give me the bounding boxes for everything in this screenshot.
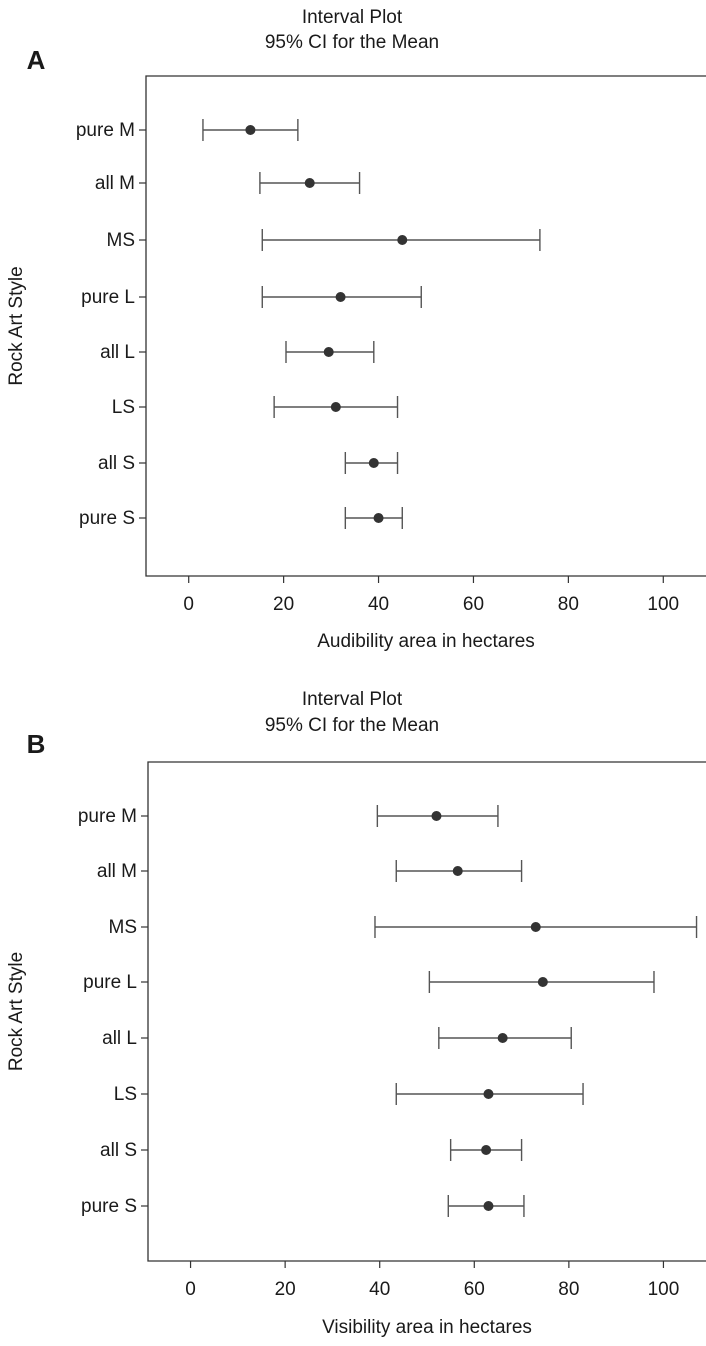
panel-a: Interval Plot 95% CI for the Mean A 0 20 40 60…: [6, 7, 706, 652]
panel-b: Interval Plot 95% CI for the Mean B 0 20 40 60…: [6, 689, 706, 1338]
x-tick-label: 80: [558, 594, 579, 615]
y-tick-label: all S: [100, 1140, 137, 1161]
y-tick-label: all S: [98, 453, 135, 474]
x-axis-label: Visibility area in hectares: [322, 1317, 532, 1338]
y-tick-label: MS: [107, 230, 136, 251]
mean-point: [245, 125, 256, 135]
mean-point: [431, 811, 442, 821]
y-tick-label: pure M: [78, 806, 137, 827]
mean-point: [373, 513, 384, 523]
mean-point: [452, 866, 463, 876]
x-tick-label: 0: [185, 1279, 196, 1300]
mean-point: [530, 922, 541, 932]
panel-label: B: [27, 729, 46, 759]
y-tick-label: pure L: [81, 287, 135, 308]
mean-point: [483, 1201, 494, 1211]
mean-point: [335, 292, 346, 302]
y-tick-label: pure S: [81, 1196, 137, 1217]
x-tick-label: 60: [464, 1279, 485, 1300]
x-tick-label: 80: [558, 1279, 579, 1300]
x-tick-label: 20: [275, 1279, 296, 1300]
x-tick-label: 100: [647, 594, 679, 615]
x-tick-label: 100: [648, 1279, 680, 1300]
y-axis-label: Rock Art Style: [6, 266, 27, 385]
mean-point: [323, 347, 334, 357]
y-tick-label: all L: [100, 342, 135, 363]
y-tick-label: LS: [112, 397, 135, 418]
y-tick-label: all L: [102, 1028, 137, 1049]
y-axis-label: Rock Art Style: [6, 952, 27, 1071]
y-tick-label: pure M: [76, 120, 135, 141]
y-tick-label: pure S: [79, 508, 135, 529]
chart-subtitle: 95% CI for the Mean: [265, 32, 439, 53]
y-tick-label: MS: [109, 917, 138, 938]
x-tick-label: 60: [463, 594, 484, 615]
chart-subtitle: 95% CI for the Mean: [265, 715, 439, 736]
mean-point: [483, 1089, 494, 1099]
chart-title: Interval Plot: [302, 689, 403, 710]
x-tick-label: 40: [369, 1279, 390, 1300]
x-axis-label: Audibility area in hectares: [317, 631, 535, 652]
y-tick-label: all M: [97, 861, 137, 882]
panel-label: A: [27, 45, 46, 75]
plot-frame: [145, 75, 706, 577]
x-tick-label: 0: [183, 594, 194, 615]
mean-point: [481, 1145, 492, 1155]
mean-point: [330, 402, 341, 412]
y-tick-label: LS: [114, 1084, 137, 1105]
mean-point: [304, 178, 315, 188]
mean-point: [368, 458, 379, 468]
chart-title: Interval Plot: [302, 7, 403, 28]
mean-point: [497, 1033, 508, 1043]
y-tick-label: pure L: [83, 972, 137, 993]
plot-frame: [147, 761, 706, 1262]
mean-point: [397, 235, 408, 245]
x-tick-label: 20: [273, 594, 294, 615]
x-tick-label: 40: [368, 594, 389, 615]
mean-point: [537, 977, 548, 987]
y-tick-label: all M: [95, 173, 135, 194]
